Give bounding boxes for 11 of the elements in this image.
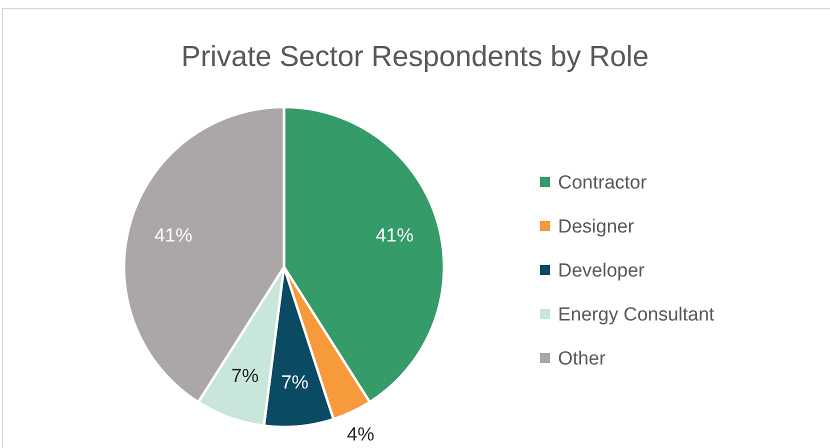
- legend-label: Energy Consultant: [558, 304, 716, 326]
- data-label: 4%: [346, 424, 374, 446]
- data-label: 7%: [231, 366, 259, 388]
- data-label: 7%: [281, 372, 309, 394]
- legend-label: Other: [558, 348, 606, 370]
- legend-label: Designer: [558, 216, 635, 238]
- legend-label: Developer: [558, 260, 646, 282]
- data-label: 41%: [376, 226, 414, 247]
- chart-title: Private Sector Respondents by Role: [181, 41, 649, 73]
- data-label: 41%: [154, 226, 192, 247]
- legend-label: Contractor: [558, 172, 648, 194]
